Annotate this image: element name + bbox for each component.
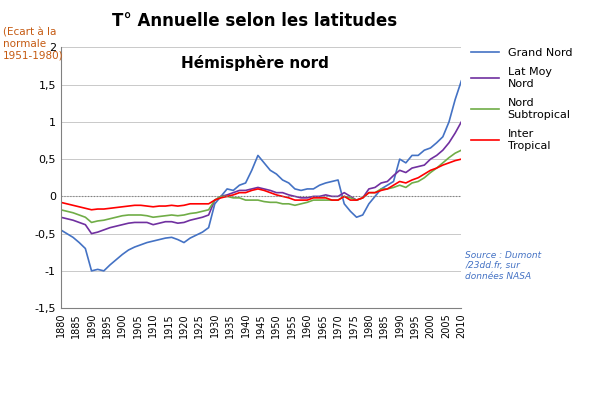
Text: T° Annuelle selon les latitudes: T° Annuelle selon les latitudes (112, 12, 398, 30)
Lat Moy
Nord (162, 219, 169, 224)
Grand Nord (162, 236, 169, 241)
Nord
Subtropical (378, 186, 385, 191)
Text: Hémisphère nord: Hémisphère nord (181, 55, 329, 71)
Grand Nord (94, 267, 101, 272)
Grand Nord (236, 183, 243, 188)
Inter
Tropical (57, 200, 64, 205)
Grand Nord (186, 236, 194, 241)
Nord
Subtropical (236, 196, 243, 200)
Legend: Grand Nord, Lat Moy
Nord, Nord
Subtropical, Inter
Tropical: Grand Nord, Lat Moy Nord, Nord Subtropic… (471, 48, 572, 151)
Text: (Ecart à la
normale
1951-1980): (Ecart à la normale 1951-1980) (3, 28, 64, 61)
Inter
Tropical (433, 166, 440, 170)
Nord
Subtropical (88, 220, 95, 225)
Line: Grand Nord: Grand Nord (61, 81, 461, 271)
Line: Nord
Subtropical: Nord Subtropical (61, 150, 461, 222)
Nord
Subtropical (94, 218, 101, 223)
Lat Moy
Nord (57, 215, 64, 220)
Lat Moy
Nord (94, 230, 101, 235)
Lat Moy
Nord (236, 188, 243, 193)
Grand Nord (458, 79, 465, 83)
Nord
Subtropical (186, 211, 194, 216)
Nord
Subtropical (162, 213, 169, 218)
Lat Moy
Nord (88, 231, 95, 236)
Lat Moy
Nord (378, 181, 385, 185)
Inter
Tropical (378, 188, 385, 193)
Text: Source : Dumont
/23dd.fr, sur
données NASA: Source : Dumont /23dd.fr, sur données NA… (466, 251, 541, 280)
Lat Moy
Nord (433, 153, 440, 158)
Lat Moy
Nord (186, 218, 194, 222)
Line: Lat Moy
Nord: Lat Moy Nord (61, 122, 461, 233)
Nord
Subtropical (57, 207, 64, 212)
Nord
Subtropical (458, 148, 465, 152)
Lat Moy
Nord (458, 120, 465, 124)
Inter
Tropical (186, 201, 194, 206)
Inter
Tropical (458, 157, 465, 162)
Inter
Tropical (162, 204, 169, 209)
Grand Nord (378, 186, 385, 191)
Nord
Subtropical (433, 166, 440, 170)
Inter
Tropical (88, 207, 95, 212)
Line: Inter
Tropical: Inter Tropical (61, 159, 461, 210)
Grand Nord (57, 228, 64, 232)
Inter
Tropical (236, 190, 243, 195)
Inter
Tropical (94, 207, 101, 211)
Grand Nord (433, 140, 440, 145)
Grand Nord (88, 269, 95, 273)
